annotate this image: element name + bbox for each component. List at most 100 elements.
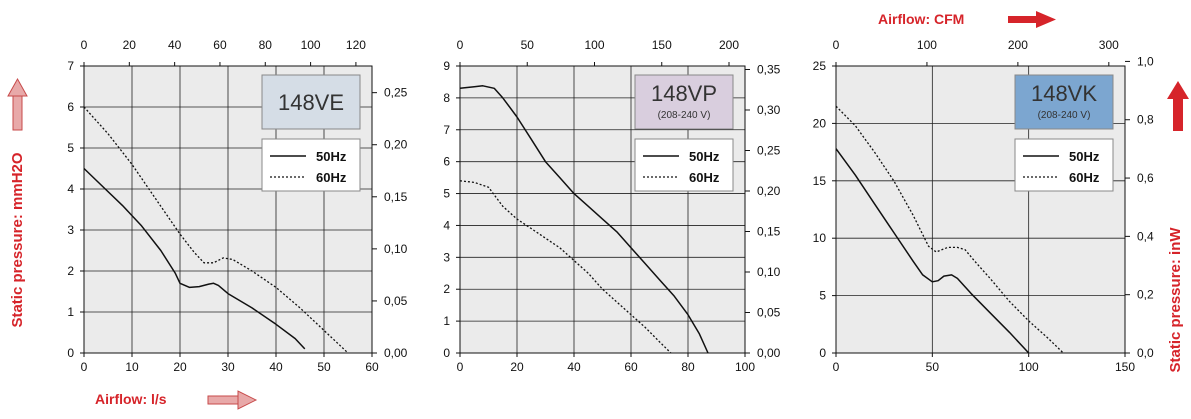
right-tick-label: 0,8 [1137, 113, 1154, 127]
top-tick-label: 40 [168, 38, 182, 52]
bottom-axis-label-group: Airflow: l/s [95, 390, 258, 410]
plot-border [459, 65, 746, 354]
x-tick-label: 150 [1115, 360, 1135, 374]
y-tick-label: 0 [67, 346, 74, 360]
y-tick-label: 5 [443, 187, 450, 201]
up-arrow-dark-icon [1167, 81, 1189, 131]
x-tick-label: 60 [365, 360, 379, 374]
x-tick-label: 60 [624, 360, 638, 374]
legend-box [634, 138, 734, 192]
legend-label-50Hz: 50Hz [689, 149, 720, 164]
y-tick-label: 8 [443, 91, 450, 105]
right-tick-label: 0,25 [384, 86, 408, 100]
model-title: 148VE [278, 90, 344, 115]
right-arrow-light-icon [207, 390, 258, 410]
bottom-axis-label: Airflow: l/s [95, 391, 167, 407]
x-tick-label: 80 [681, 360, 695, 374]
right-tick-label: 0,6 [1137, 171, 1154, 185]
x-tick-label: 50 [317, 360, 331, 374]
right-tick-label: 0,15 [384, 190, 408, 204]
legend-label-50Hz: 50Hz [1069, 149, 1100, 164]
y-tick-label: 1 [67, 305, 74, 319]
top-tick-label: 80 [259, 38, 273, 52]
x-tick-label: 10 [125, 360, 139, 374]
top-tick-label: 100 [301, 38, 321, 52]
top-tick-label: 150 [652, 38, 672, 52]
x-tick-label: 100 [1019, 360, 1039, 374]
top-tick-label: 200 [719, 38, 739, 52]
right-tick-label: 0,2 [1137, 288, 1154, 302]
right-tick-label: 0,00 [757, 346, 781, 360]
series-line-60Hz [459, 180, 672, 354]
x-tick-label: 30 [221, 360, 235, 374]
model-box [1014, 74, 1114, 130]
x-tick-label: 20 [510, 360, 524, 374]
x-tick-label: 40 [269, 360, 283, 374]
top-tick-label: 60 [213, 38, 227, 52]
right-tick-label: 0,05 [757, 305, 781, 319]
legend-label-50Hz: 50Hz [316, 149, 347, 164]
right-tick-label: 0,20 [757, 184, 781, 198]
x-tick-label: 0 [81, 360, 88, 374]
legend-box [1014, 138, 1114, 192]
left-axis-label: Static pressure: mmH2O [9, 152, 26, 327]
right-tick-label: 0,0 [1137, 346, 1154, 360]
legend-label-60Hz: 60Hz [1069, 170, 1100, 185]
x-tick-label: 0 [833, 360, 840, 374]
series-line-50Hz [459, 85, 709, 354]
y-tick-label: 2 [67, 264, 74, 278]
legend-label-60Hz: 60Hz [689, 170, 720, 185]
series-line-60Hz [835, 105, 1064, 354]
right-tick-label: 0,30 [757, 103, 781, 117]
left-axis-label-group: Static pressure: mmH2O [7, 77, 28, 328]
series-line-50Hz [83, 167, 306, 350]
x-tick-label: 20 [173, 360, 187, 374]
top-tick-label: 100 [584, 38, 604, 52]
x-tick-label: 40 [567, 360, 581, 374]
series-line-50Hz [835, 148, 1030, 354]
right-tick-label: 1,0 [1137, 54, 1154, 68]
y-tick-label: 0 [819, 346, 826, 360]
y-tick-label: 6 [443, 155, 450, 169]
right-tick-label: 0,10 [757, 265, 781, 279]
y-tick-label: 0 [443, 346, 450, 360]
right-tick-label: 0,35 [757, 62, 781, 76]
top-tick-label: 200 [1008, 38, 1028, 52]
y-tick-label: 15 [813, 174, 827, 188]
right-tick-label: 0,15 [757, 224, 781, 238]
y-tick-label: 1 [443, 314, 450, 328]
y-tick-label: 9 [443, 59, 450, 73]
y-tick-label: 25 [813, 59, 827, 73]
up-arrow-light-icon [7, 77, 28, 131]
model-subtitle: (208-240 V) [658, 110, 711, 121]
model-box [634, 74, 734, 130]
y-tick-label: 5 [67, 141, 74, 155]
top-tick-label: 300 [1099, 38, 1119, 52]
top-tick-label: 120 [346, 38, 366, 52]
right-tick-label: 0,25 [757, 143, 781, 157]
top-tick-label: 0 [457, 38, 464, 52]
y-tick-label: 7 [67, 59, 74, 73]
top-axis-label-group: Airflow: CFM [878, 11, 1056, 28]
x-tick-label: 0 [457, 360, 464, 374]
y-tick-label: 4 [67, 182, 74, 196]
right-tick-label: 0,10 [384, 242, 408, 256]
right-tick-label: 0,05 [384, 294, 408, 308]
y-tick-label: 3 [67, 223, 74, 237]
y-tick-label: 5 [819, 289, 826, 303]
top-tick-label: 100 [917, 38, 937, 52]
x-tick-label: 50 [926, 360, 940, 374]
y-tick-label: 20 [813, 116, 827, 130]
legend-label-60Hz: 60Hz [316, 170, 347, 185]
y-tick-label: 7 [443, 123, 450, 137]
top-tick-label: 20 [123, 38, 137, 52]
right-tick-label: 0,20 [384, 138, 408, 152]
series-line-60Hz [83, 106, 349, 354]
y-tick-label: 10 [813, 231, 827, 245]
model-box [261, 74, 361, 130]
y-tick-label: 6 [67, 100, 74, 114]
